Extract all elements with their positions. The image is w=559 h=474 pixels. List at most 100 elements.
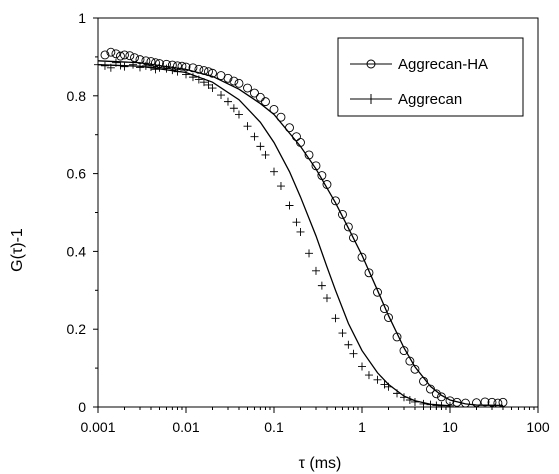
data-point-aggrecan <box>135 63 144 72</box>
data-point-aggrecan <box>338 329 347 338</box>
y-ticks: 0 0.2 0.4 0.6 0.8 1 <box>67 10 98 415</box>
data-point-aggrecan <box>100 61 109 70</box>
data-point-aggrecan <box>129 60 138 69</box>
data-point-aggrecan <box>292 218 301 227</box>
data-point-aggrecan-ha <box>426 384 435 394</box>
data-point-aggrecan <box>256 142 265 151</box>
data-point-aggrecan-ha <box>498 397 508 407</box>
y-tick-label: 0.8 <box>67 88 87 104</box>
data-point-aggrecan-ha <box>437 392 446 402</box>
data-point-aggrecan <box>261 150 270 159</box>
data-point-aggrecan-ha <box>177 61 187 71</box>
data-point-aggrecan-ha <box>452 397 462 407</box>
data-point-aggrecan <box>364 371 373 380</box>
data-point-aggrecan <box>419 399 428 408</box>
data-point-aggrecan-ha <box>357 252 367 262</box>
data-point-aggrecan <box>229 104 238 113</box>
data-point-aggrecan-ha <box>480 397 490 407</box>
data-point-aggrecan-ha <box>410 364 420 374</box>
data-point-aggrecan <box>182 70 190 79</box>
data-point-aggrecan-ha <box>493 398 503 408</box>
data-point-aggrecan <box>111 58 120 67</box>
data-point-aggrecan-ha <box>116 51 125 61</box>
data-point-aggrecan-ha <box>304 150 314 160</box>
data-point-aggrecan-ha <box>349 233 358 243</box>
data-point-aggrecan <box>270 167 278 176</box>
x-tick-label: 0.001 <box>80 419 115 435</box>
data-point-aggrecan <box>399 393 408 402</box>
data-point-aggrecan-ha <box>188 63 198 73</box>
y-axis-label: G(τ)-1 <box>9 228 26 272</box>
data-point-aggrecan <box>358 362 366 371</box>
data-point-aggrecan-ha <box>223 73 233 83</box>
data-point-aggrecan-ha <box>380 304 389 314</box>
data-point-aggrecan <box>106 63 115 72</box>
data-point-aggrecan <box>322 294 331 303</box>
data-point-aggrecan <box>405 395 414 404</box>
data-point-aggrecan <box>168 66 177 75</box>
data-point-aggrecan-ha <box>405 356 415 366</box>
legend-box <box>337 37 524 117</box>
data-point-aggrecan <box>426 400 435 409</box>
data-point-aggrecan <box>234 110 243 119</box>
y-tick-label: 0.2 <box>67 321 87 337</box>
data-point-aggrecan <box>141 61 150 70</box>
data-point-aggrecan-ha <box>338 209 347 219</box>
data-point-aggrecan <box>344 340 353 349</box>
data-point-aggrecan <box>146 63 155 72</box>
data-point-aggrecan <box>188 73 197 82</box>
data-point-aggrecan <box>204 80 213 89</box>
legend-marker-aggrecan <box>366 94 376 104</box>
data-point-aggrecan-ha <box>392 332 402 342</box>
y-tick-label: 0.6 <box>67 166 87 182</box>
data-point-aggrecan-ha <box>461 398 470 408</box>
data-point-aggrecan-ha <box>384 313 393 322</box>
data-point-aggrecan <box>380 380 389 389</box>
data-point-aggrecan-ha <box>243 83 252 93</box>
data-point-aggrecan <box>120 62 129 71</box>
x-tick-label: 100 <box>526 419 550 435</box>
data-point-aggrecan <box>446 401 454 410</box>
data-point-aggrecan <box>199 78 208 87</box>
data-point-aggrecan-ha <box>276 112 286 122</box>
data-point-aggrecan-ha <box>331 196 340 206</box>
data-point-aggrecan <box>250 132 259 141</box>
data-point-aggrecan <box>373 375 382 384</box>
data-point-aggrecan-ha <box>487 397 497 407</box>
data-point-aggrecan-ha <box>269 104 279 114</box>
data-point-aggrecan-ha <box>100 50 110 60</box>
x-tick-label: 10 <box>442 419 458 435</box>
data-point-aggrecan <box>410 397 419 406</box>
data-point-aggrecan-ha <box>130 53 139 63</box>
data-point-aggrecan-ha <box>199 66 209 75</box>
data-point-aggrecan-ha <box>399 346 409 356</box>
x-axis-label: τ (ms) <box>299 455 342 472</box>
data-point-aggrecan <box>384 382 393 391</box>
legend-label-aggrecan-ha: Aggrecan-HA <box>398 56 488 73</box>
data-point-aggrecan <box>317 281 326 290</box>
data-point-aggrecan-ha <box>431 389 441 399</box>
data-point-aggrecan-ha <box>373 287 382 297</box>
legend-label-aggrecan: Aggrecan <box>398 91 462 108</box>
data-point-aggrecan <box>173 67 182 76</box>
y-tick-label: 0.4 <box>67 243 87 259</box>
series-layer <box>94 47 508 410</box>
data-point-aggrecan <box>349 349 358 358</box>
data-point-aggrecan-ha <box>472 398 481 408</box>
fit-line-aggrecan <box>97 64 451 407</box>
series-aggrecan <box>94 58 454 410</box>
data-point-aggrecan <box>94 60 102 69</box>
data-point-aggrecan <box>276 182 285 191</box>
data-point-aggrecan <box>223 97 232 106</box>
x-tick-label: 1 <box>358 419 366 435</box>
data-point-aggrecan-ha <box>229 76 239 86</box>
data-point-aggrecan-ha <box>419 376 428 386</box>
data-point-aggrecan <box>305 249 314 258</box>
y-tick-label: 0 <box>78 399 86 415</box>
data-point-aggrecan <box>116 61 125 70</box>
data-point-aggrecan-ha <box>317 171 327 180</box>
data-point-aggrecan <box>217 91 226 100</box>
legend: Aggrecan-HA Aggrecan <box>337 37 524 117</box>
data-point-aggrecan-ha <box>208 68 217 78</box>
data-point-aggrecan <box>162 64 171 73</box>
